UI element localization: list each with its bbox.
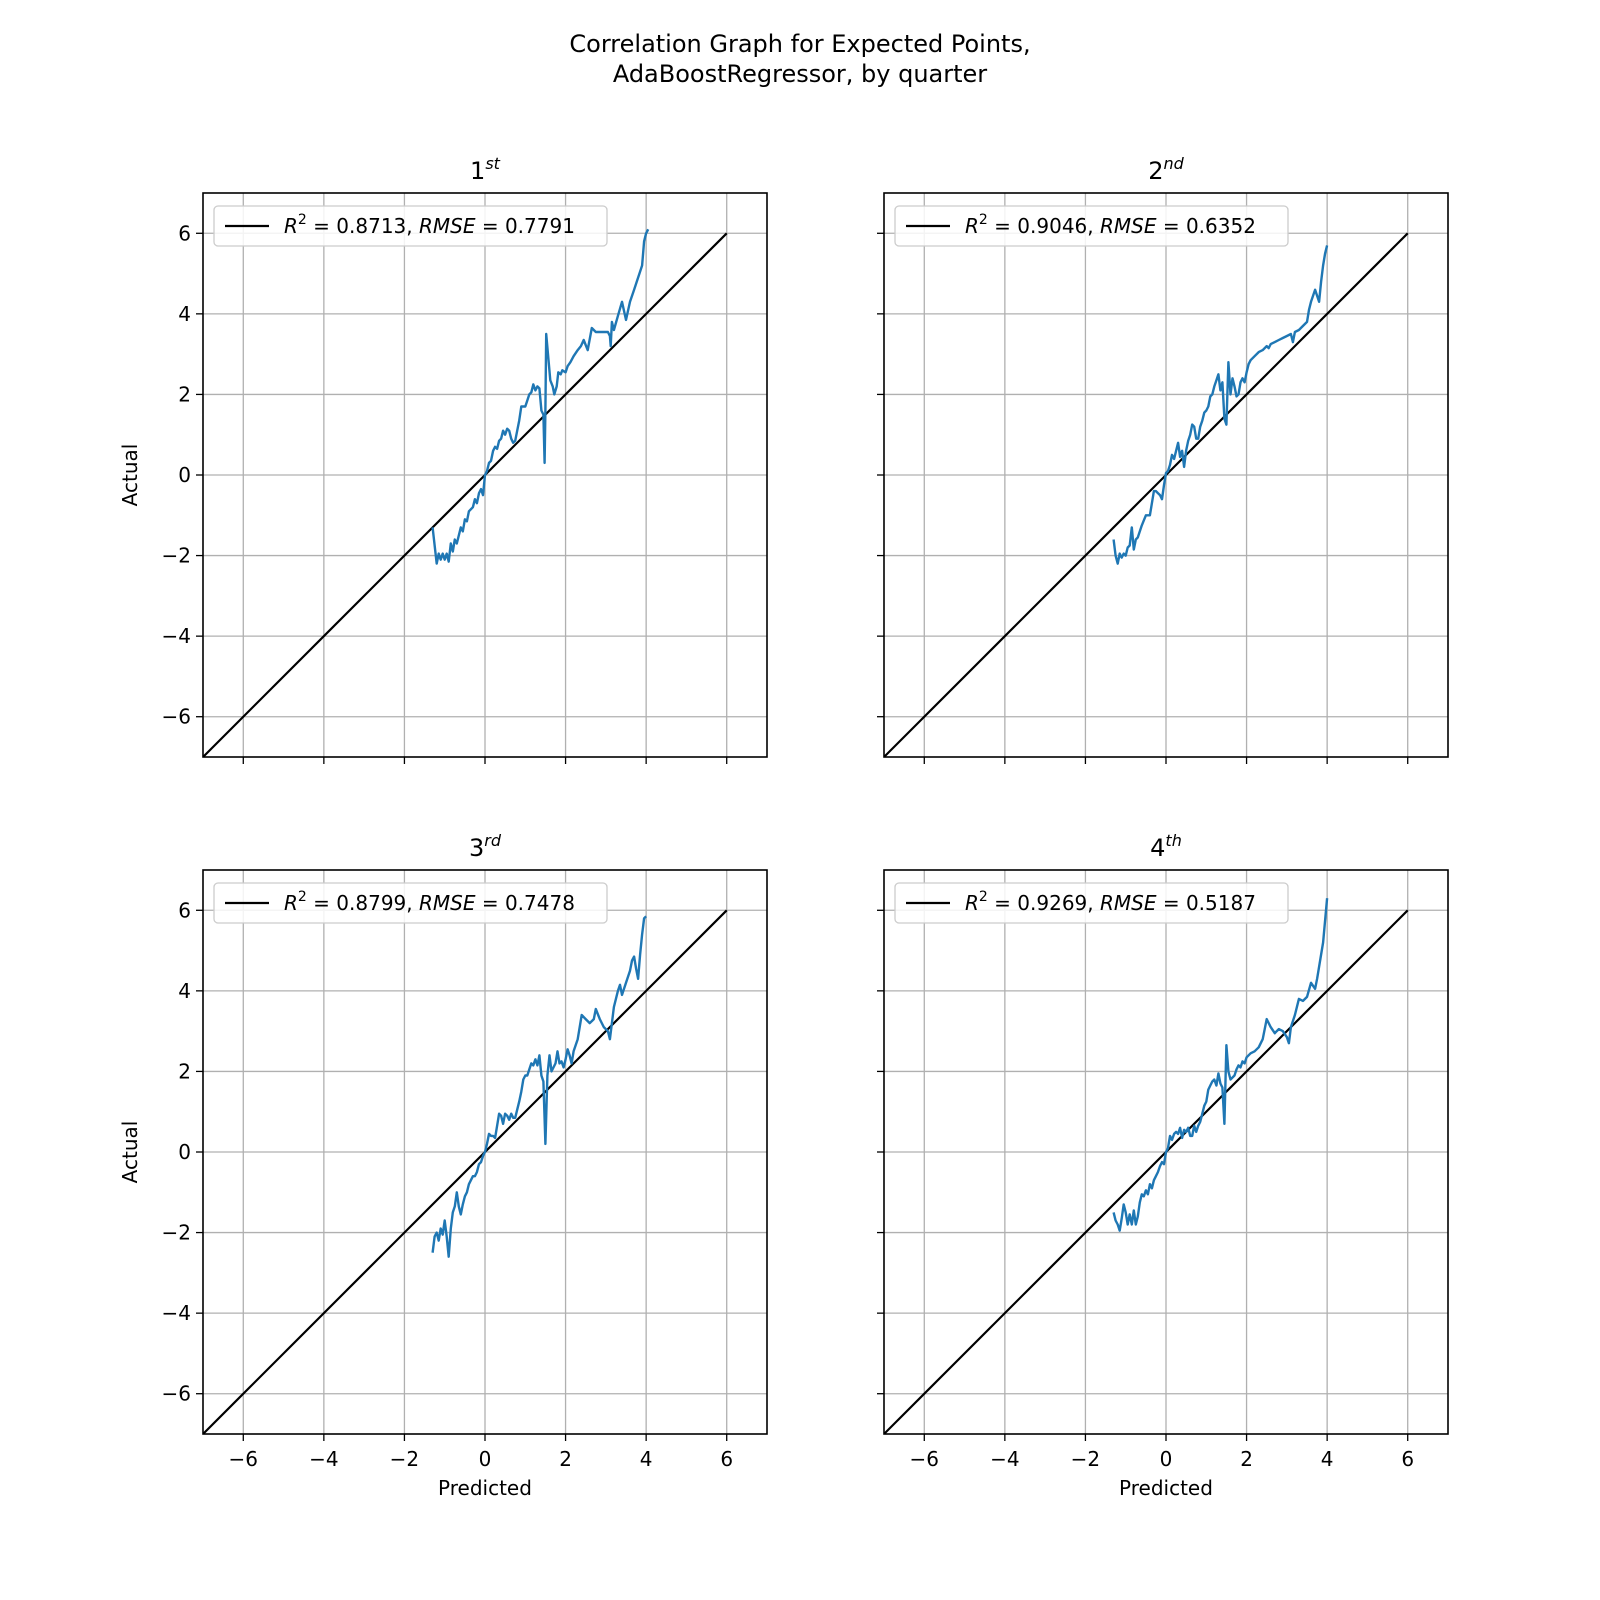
x-tick-label: 0 xyxy=(1160,1447,1173,1471)
series-line xyxy=(1112,898,1329,1232)
y-tick-label: 0 xyxy=(178,463,191,487)
y-axis-label: Actual xyxy=(118,1121,142,1184)
y-tick-label: −6 xyxy=(162,705,191,729)
plot-area xyxy=(203,909,728,1434)
x-tick-label: −6 xyxy=(229,1447,258,1471)
legend-r2-value: = 0.9269, xyxy=(988,891,1100,915)
y-tick-label: 6 xyxy=(178,221,191,245)
subplot-title-base: 2 xyxy=(1148,157,1163,185)
x-tick-label: −4 xyxy=(309,1447,338,1471)
subplot-title-superscript: nd xyxy=(1163,154,1184,173)
figure-title-line-1: Correlation Graph for Expected Points, xyxy=(569,30,1030,58)
legend-r2-sup: 2 xyxy=(298,212,307,228)
plot-area xyxy=(203,228,728,757)
legend-label: R2 = 0.9269, RMSE = 0.5187 xyxy=(965,889,1256,915)
figure-title-line-2: AdaBoostRegressor, by quarter xyxy=(613,60,987,88)
y-tick-label: 2 xyxy=(178,382,191,406)
legend-rmse-value: = 0.6352 xyxy=(1156,214,1255,238)
x-tick-label: 2 xyxy=(1240,1447,1253,1471)
x-tick-label: 0 xyxy=(479,1447,492,1471)
y-tick-label: 6 xyxy=(178,898,191,922)
legend-r2-label: R xyxy=(284,891,298,915)
subplot-title-superscript: st xyxy=(485,154,500,173)
y-tick-label: −2 xyxy=(162,544,191,568)
x-tick-label: 6 xyxy=(1401,1447,1414,1471)
subplot-title-base: 3 xyxy=(469,834,484,862)
legend-label: R2 = 0.8713, RMSE = 0.7791 xyxy=(284,212,575,238)
x-tick-label: −6 xyxy=(910,1447,939,1471)
subplot-title: 4th xyxy=(1150,831,1182,862)
legend-r2-sup: 2 xyxy=(979,212,988,228)
x-tick-label: −2 xyxy=(390,1447,419,1471)
y-tick-label: −4 xyxy=(162,624,191,648)
legend-rmse-value: = 0.5187 xyxy=(1156,891,1255,915)
series-line xyxy=(431,228,650,565)
x-tick-label: 4 xyxy=(640,1447,653,1471)
legend-box xyxy=(894,882,1289,924)
legend-r2-label: R xyxy=(965,891,979,915)
x-tick-label: 2 xyxy=(559,1447,572,1471)
legend-rmse-label: RMSE xyxy=(419,891,476,915)
x-tick-label: −2 xyxy=(1071,1447,1100,1471)
series-line xyxy=(431,915,647,1258)
legend-label: R2 = 0.8799, RMSE = 0.7478 xyxy=(284,889,575,915)
y-tick-label: 2 xyxy=(178,1059,191,1083)
subplot-title-superscript: th xyxy=(1165,831,1181,850)
x-axis-label: Predicted xyxy=(438,1476,532,1500)
legend: R2 = 0.8713, RMSE = 0.7791 xyxy=(213,205,608,247)
legend-r2-sup: 2 xyxy=(979,889,988,905)
subplot-title-superscript: rd xyxy=(484,831,502,850)
y-tick-label: −2 xyxy=(162,1221,191,1245)
identity-line xyxy=(884,909,1409,1434)
legend: R2 = 0.8799, RMSE = 0.7478 xyxy=(213,882,608,924)
legend-r2-value: = 0.8799, xyxy=(307,891,419,915)
legend: R2 = 0.9046, RMSE = 0.6352 xyxy=(894,205,1289,247)
y-tick-label: −6 xyxy=(162,1382,191,1406)
subplot-title-base: 1 xyxy=(470,157,485,185)
y-tick-label: 4 xyxy=(178,979,191,1003)
legend-rmse-label: RMSE xyxy=(1100,891,1157,915)
identity-line xyxy=(203,232,728,757)
legend-r2-label: R xyxy=(965,214,979,238)
series-line xyxy=(1112,245,1329,565)
legend-r2-value: = 0.8713, xyxy=(307,214,419,238)
x-tick-label: 4 xyxy=(1321,1447,1334,1471)
legend-rmse-value: = 0.7791 xyxy=(475,214,574,238)
legend-r2-value: = 0.9046, xyxy=(988,214,1100,238)
legend-box xyxy=(894,205,1289,247)
legend-rmse-value: = 0.7478 xyxy=(475,891,574,915)
x-axis-label: Predicted xyxy=(1119,1476,1213,1500)
y-axis-label: Actual xyxy=(118,444,142,507)
legend-r2-label: R xyxy=(284,214,298,238)
identity-line xyxy=(203,909,728,1434)
y-tick-label: −4 xyxy=(162,1301,191,1325)
x-tick-label: −4 xyxy=(990,1447,1019,1471)
y-tick-label: 4 xyxy=(178,302,191,326)
legend-rmse-label: RMSE xyxy=(1100,214,1157,238)
legend-rmse-label: RMSE xyxy=(419,214,476,238)
subplot-title: 3rd xyxy=(469,831,502,862)
legend-r2-sup: 2 xyxy=(298,889,307,905)
legend-box xyxy=(213,205,608,247)
subplot-title-base: 4 xyxy=(1150,834,1165,862)
subplot-title: 2nd xyxy=(1148,154,1184,185)
legend: R2 = 0.9269, RMSE = 0.5187 xyxy=(894,882,1289,924)
subplot-title: 1st xyxy=(470,154,501,185)
legend-box xyxy=(213,882,608,924)
identity-line xyxy=(884,232,1409,757)
x-tick-label: 6 xyxy=(720,1447,733,1471)
subplot-3: −6 −4 −2 0 2 4 6−6−4−202463rdPredictedActualR2… xyxy=(118,831,768,1500)
plot-area xyxy=(884,232,1409,757)
y-tick-label: 0 xyxy=(178,1140,191,1164)
legend-label: R2 = 0.9046, RMSE = 0.6352 xyxy=(965,212,1256,238)
plot-area xyxy=(884,898,1409,1434)
